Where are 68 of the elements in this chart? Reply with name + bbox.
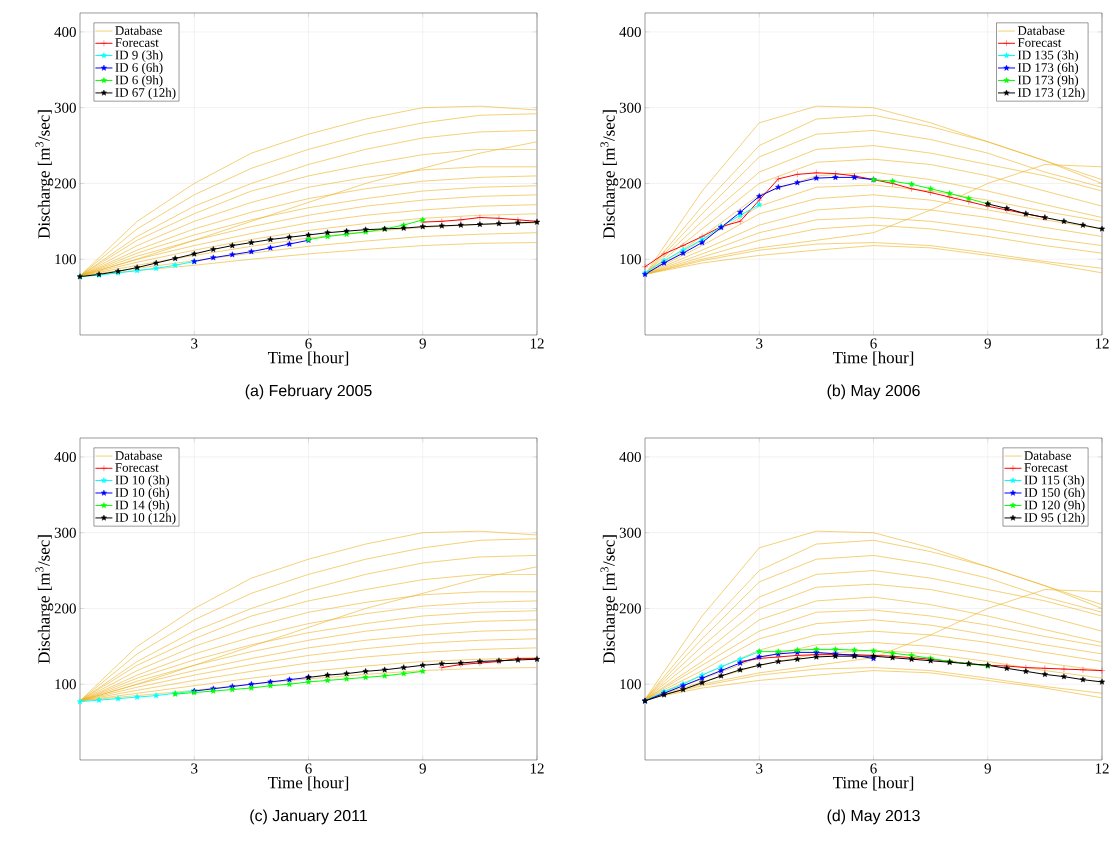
y-tick-label: 200 xyxy=(54,603,76,614)
text: (c) January 2011 xyxy=(250,809,367,825)
legend-label: Database xyxy=(115,25,162,35)
legend-label: ID 10 (12h) xyxy=(115,512,176,525)
legend-label: ID 67 (12h) xyxy=(115,87,176,100)
x-tick-label: 12 xyxy=(1095,763,1109,774)
legend-label: ID 150 (6h) xyxy=(1024,487,1085,500)
y-tick-label: 200 xyxy=(619,178,641,189)
legend-label: Database xyxy=(115,450,162,460)
legend-label: ID 120 (9h) xyxy=(1024,500,1085,512)
legend-label: ID 173 (12h) xyxy=(1017,87,1085,100)
legend-label: ID 135 (3h) xyxy=(1017,50,1079,63)
legend-label: Forecast xyxy=(115,463,159,472)
text: (d) May 2013 xyxy=(827,809,920,825)
x-tick-label: 9 xyxy=(419,338,426,349)
legend-label: ID 173 (9h) xyxy=(1017,75,1079,87)
y-tick-label: 200 xyxy=(619,603,641,614)
x-tick-label: 9 xyxy=(984,338,991,349)
x-tick-label: 12 xyxy=(530,338,544,349)
x-tick-label: 12 xyxy=(1095,338,1109,349)
x-axis-title: Time [hour] xyxy=(267,351,349,366)
y-axis-title: Discharge [m$^{3}$/sec] xyxy=(35,535,54,664)
x-tick-label: 6 xyxy=(305,338,312,349)
y-tick-label: 300 xyxy=(619,527,641,538)
legend-label: ID 173 (6h) xyxy=(1017,62,1079,75)
x-tick-label: 3 xyxy=(191,763,198,774)
legend-label: ID 10 (6h) xyxy=(115,487,170,500)
legend-label: Forecast xyxy=(1024,463,1068,472)
legend-label: ID 6 (6h) xyxy=(115,62,163,75)
legend-label: Forecast xyxy=(115,38,159,47)
legend-label: ID 14 (9h) xyxy=(115,500,170,512)
y-tick-label: 400 xyxy=(619,26,641,37)
y-tick-label: 100 xyxy=(620,254,641,265)
y-axis-title: Discharge [m$^{3}$/sec] xyxy=(600,535,619,664)
legend-label: ID 95 (12h) xyxy=(1024,512,1085,525)
x-axis-title: Time [hour] xyxy=(832,351,914,366)
x-tick-label: 6 xyxy=(870,338,877,349)
y-axis-title: Discharge [m$^{3}$/sec] xyxy=(600,110,619,239)
legend-label: ID 9 (3h) xyxy=(115,50,163,63)
y-tick-label: 100 xyxy=(620,679,641,690)
legend-label: Database xyxy=(1017,25,1065,35)
x-tick-label: 6 xyxy=(305,763,312,774)
y-tick-label: 300 xyxy=(619,102,641,113)
x-tick-label: 9 xyxy=(984,763,991,774)
y-tick-label: 400 xyxy=(619,451,641,462)
y-tick-label: 300 xyxy=(54,102,76,113)
text: (b) May 2006 xyxy=(827,384,920,400)
legend-label: ID 6 (9h) xyxy=(115,75,163,87)
legend-label: ID 115 (3h) xyxy=(1024,475,1085,488)
y-tick-label: 300 xyxy=(54,527,76,538)
y-tick-label: 100 xyxy=(55,679,76,690)
y-axis-title: Discharge [m$^{3}$/sec] xyxy=(35,110,54,239)
legend-label: Database xyxy=(1024,450,1071,460)
x-tick-label: 6 xyxy=(870,763,877,774)
x-tick-label: 3 xyxy=(756,338,763,349)
x-tick-label: 3 xyxy=(756,763,763,774)
x-axis-title: Time [hour] xyxy=(832,776,914,791)
y-tick-label: 400 xyxy=(54,451,76,462)
text: (a) February 2005 xyxy=(245,384,372,400)
x-axis-title: Time [hour] xyxy=(267,776,349,791)
y-tick-label: 100 xyxy=(55,254,76,265)
x-tick-label: 9 xyxy=(419,763,426,774)
y-tick-label: 400 xyxy=(54,26,76,37)
x-tick-label: 3 xyxy=(191,338,198,349)
legend-label: ID 10 (3h) xyxy=(115,475,170,488)
legend-label: Forecast xyxy=(1017,38,1062,47)
y-tick-label: 200 xyxy=(54,178,76,189)
x-tick-label: 12 xyxy=(530,763,544,774)
